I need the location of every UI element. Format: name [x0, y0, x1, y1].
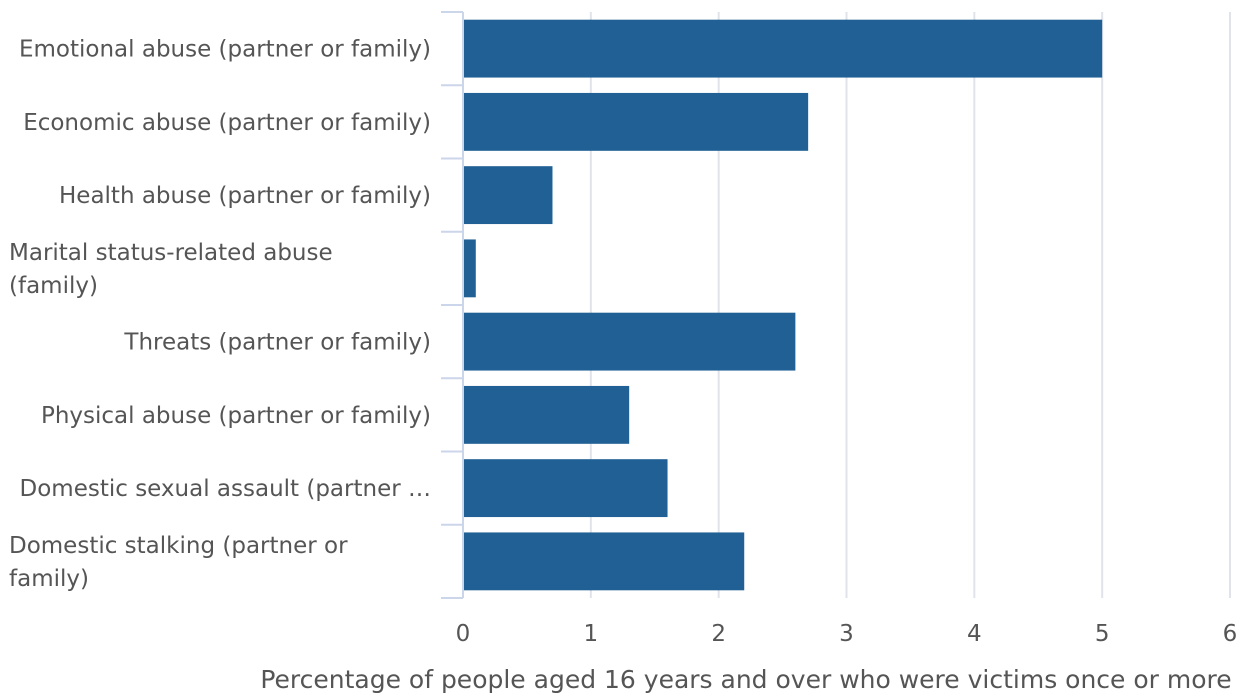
bar — [464, 19, 1103, 78]
bar — [464, 459, 668, 518]
x-tick-label: 5 — [1095, 621, 1110, 647]
x-tick-label: 4 — [967, 621, 982, 647]
bar — [464, 92, 809, 151]
bar — [464, 385, 630, 444]
category-label: Emotional abuse (partner or family) — [19, 37, 431, 63]
x-tick-label: 3 — [839, 621, 854, 647]
category-label: Health abuse (partner or family) — [59, 183, 431, 209]
category-label: Threats (partner or family) — [123, 330, 431, 356]
x-tick-label: 6 — [1223, 621, 1238, 647]
category-label: Domestic stalking (partner or family) — [9, 533, 348, 592]
bar — [464, 532, 745, 591]
x-tick-label: 0 — [456, 621, 471, 647]
bar — [464, 239, 476, 298]
category-label: Economic abuse (partner or family) — [23, 110, 431, 136]
bars — [464, 19, 1103, 591]
category-label: Domestic sexual assault (partner … — [20, 476, 431, 502]
category-axis — [441, 11, 464, 599]
x-tick-label: 2 — [711, 621, 726, 647]
x-axis-title: Percentage of people aged 16 years and o… — [260, 665, 1231, 694]
category-labels: Emotional abuse (partner or family) Econo… — [9, 37, 431, 592]
x-tick-label: 1 — [584, 621, 599, 647]
category-label: Marital status-related abuse (family) — [9, 240, 333, 299]
x-tick-labels: 0 1 2 3 4 5 6 — [456, 621, 1238, 647]
category-label: Physical abuse (partner or family) — [41, 403, 431, 429]
bar — [464, 312, 796, 371]
bar — [464, 166, 553, 225]
